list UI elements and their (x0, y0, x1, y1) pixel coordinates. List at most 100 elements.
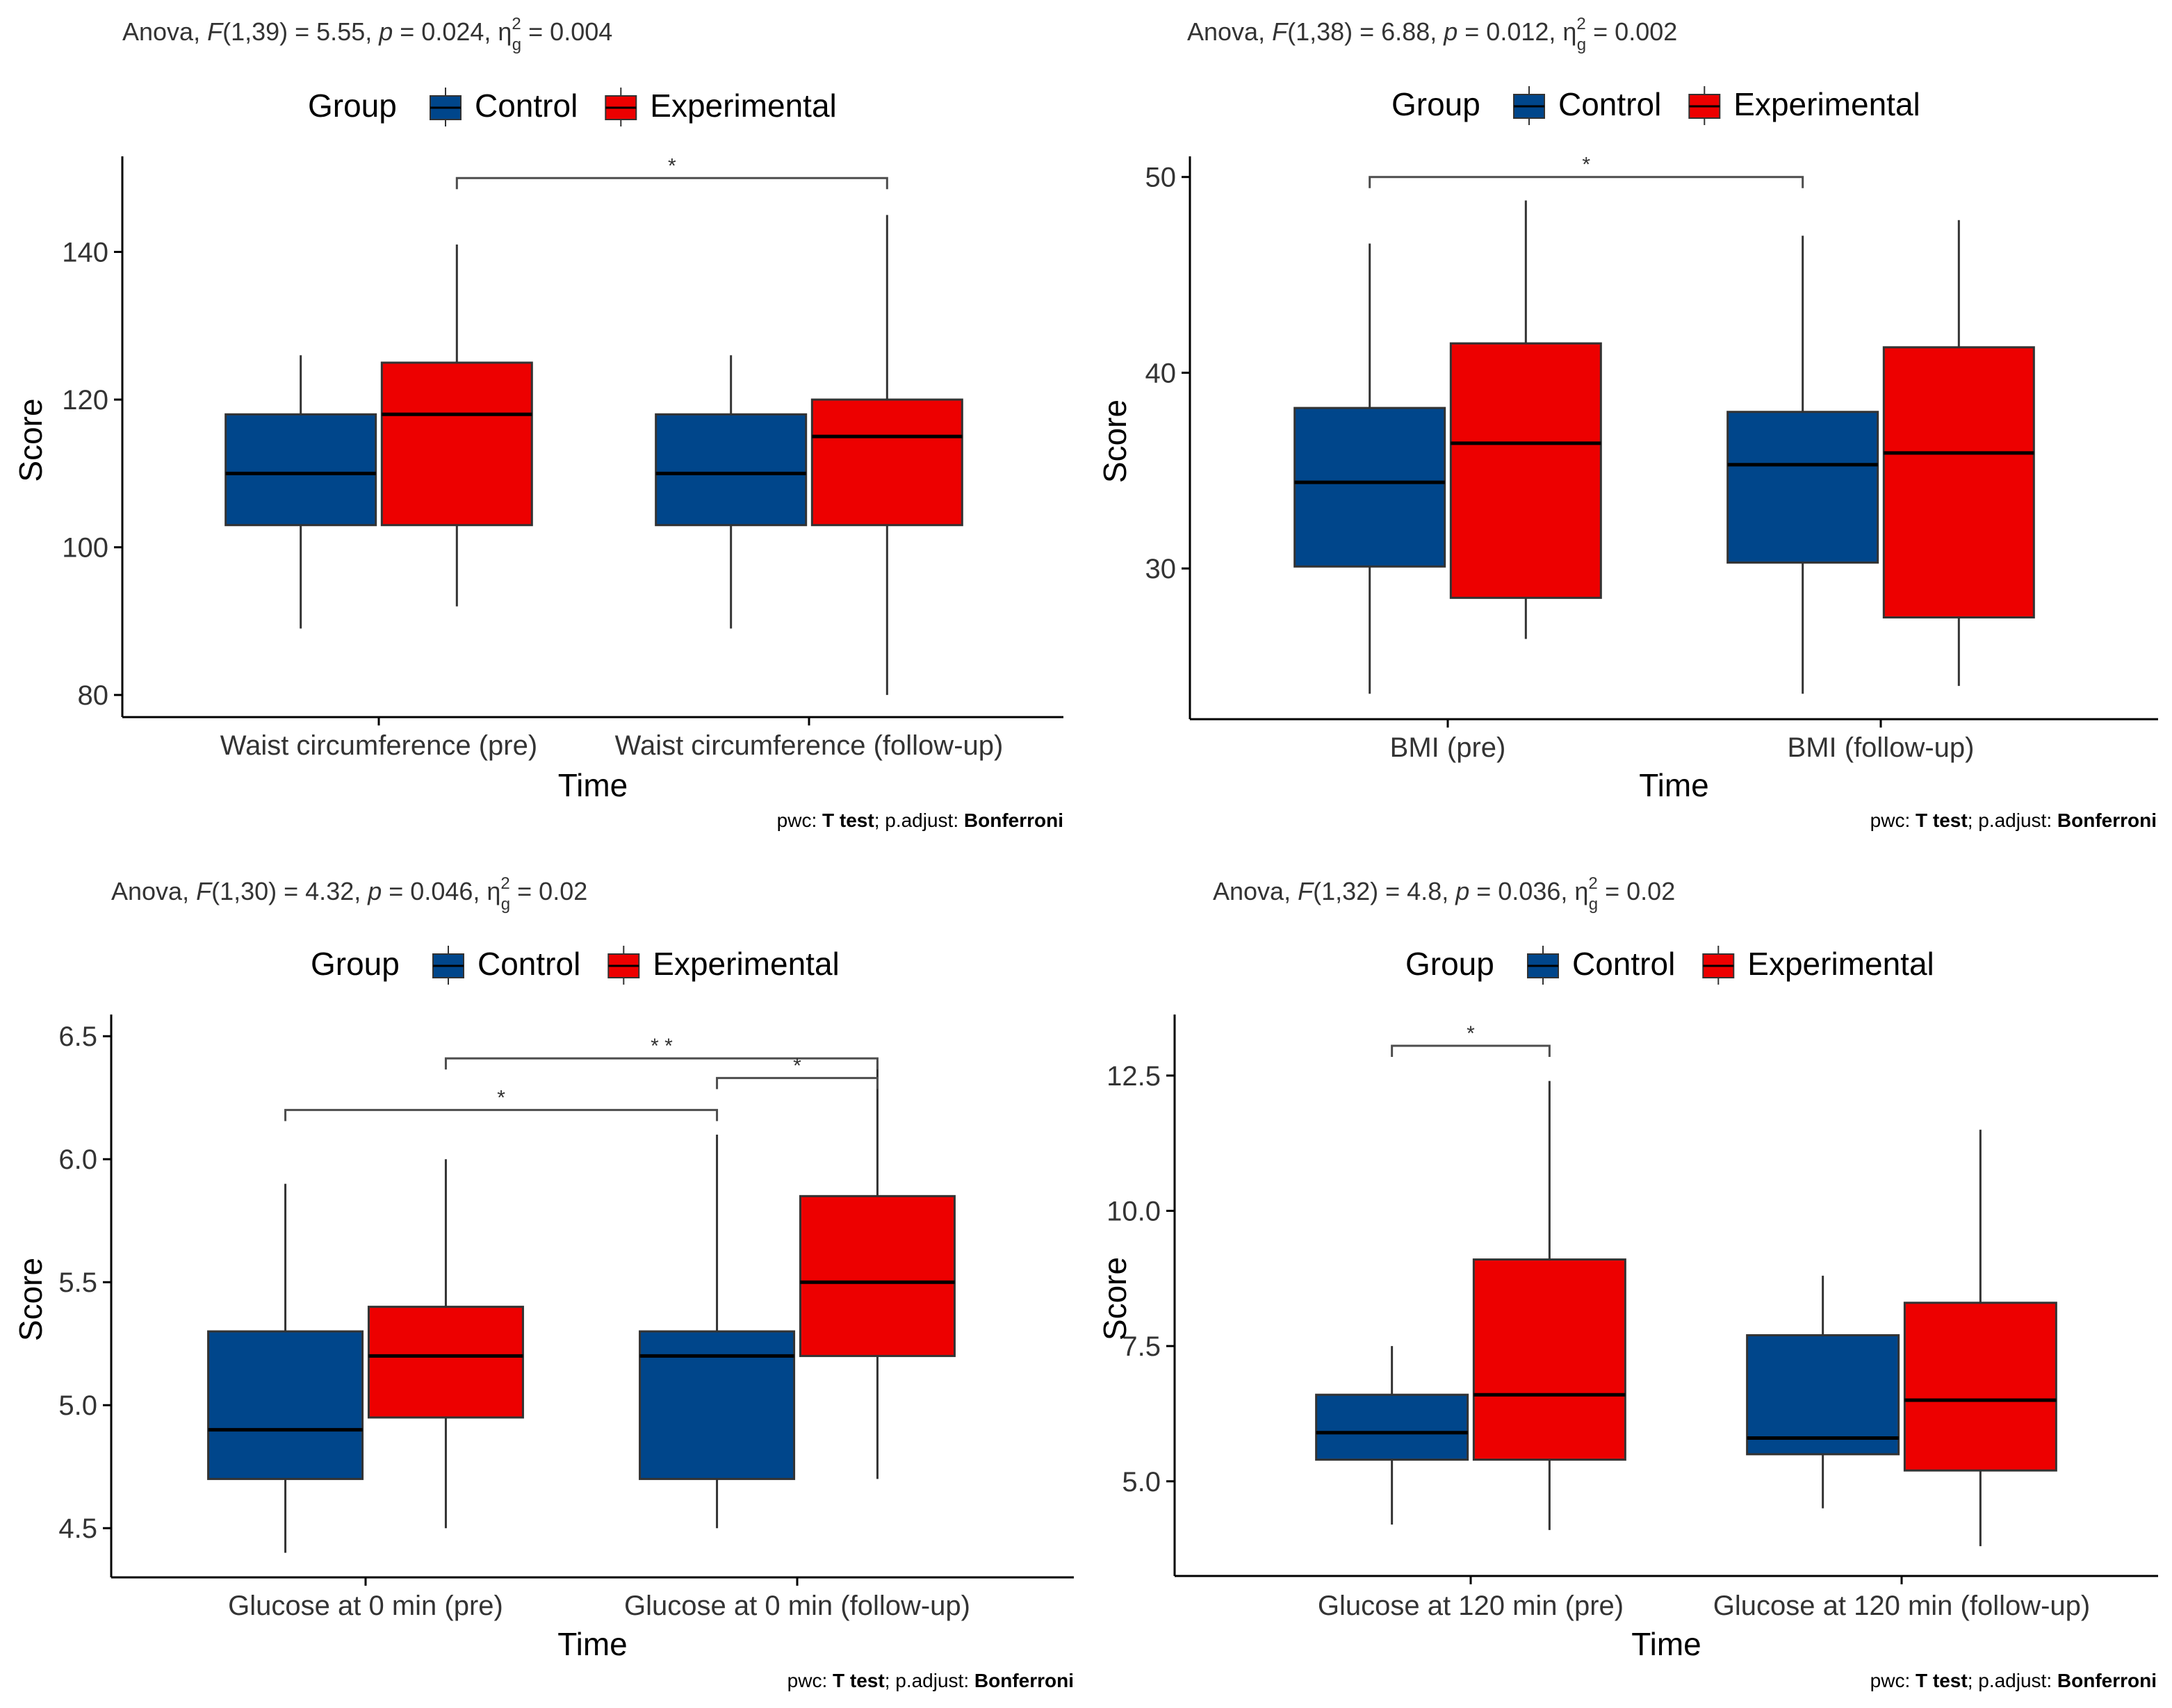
anova-subtitle: Anova, F(1,39) = 5.55, p = 0.024, η2 g = … (122, 15, 612, 54)
legend-key-control (430, 88, 462, 126)
significance-bracket-1: * (1369, 154, 1804, 188)
legend: Group Control Experimental (308, 88, 837, 126)
box-experimental-2 (1903, 1129, 2057, 1547)
y-tick-label: 4.5 (58, 1513, 97, 1544)
box-iqr (367, 1306, 524, 1419)
box-iqr (1726, 411, 1879, 564)
box-iqr (1746, 1334, 1900, 1456)
pwc-caption: pwc: T test; p.adjust: Bonferroni (1870, 810, 2157, 831)
y-tick-label: 6.0 (58, 1144, 97, 1175)
legend-label-control: Control (1558, 86, 1661, 122)
legend-title: Group (1391, 86, 1480, 122)
box-iqr (224, 413, 377, 527)
box-experimental-2 (1882, 220, 2035, 687)
y-tick-label: 5.0 (58, 1390, 97, 1421)
box-control-1 (207, 1183, 364, 1553)
box-iqr (1315, 1393, 1469, 1461)
x-tick-label: Waist circumference (pre) (220, 730, 537, 761)
box-iqr (799, 1194, 956, 1357)
legend-title: Group (1405, 946, 1494, 982)
box-control-2 (1746, 1275, 1900, 1509)
box-experimental-2 (810, 215, 963, 696)
box-iqr (1293, 407, 1446, 568)
box-iqr (1472, 1258, 1626, 1461)
box-control-1 (1293, 243, 1446, 694)
x-axis-label: Time (1639, 767, 1709, 803)
box-control-2 (655, 355, 808, 629)
x-tick-label: Glucose at 0 min (follow-up) (624, 1591, 970, 1621)
y-tick-label: 10.0 (1107, 1196, 1161, 1226)
legend-key-control (432, 946, 464, 985)
box-iqr (1449, 342, 1602, 599)
legend-title: Group (308, 88, 397, 124)
legend: Group Control Experimental (1391, 86, 1920, 125)
y-tick-label: 7.5 (1122, 1331, 1161, 1362)
significance-bracket-3: * (284, 1086, 719, 1122)
box-control-2 (639, 1134, 796, 1529)
x-axis-label: Time (558, 767, 628, 803)
x-tick-label: BMI (follow-up) (1788, 732, 1975, 763)
significance-bracket-1: * (1391, 1022, 1551, 1058)
box-iqr (1882, 346, 2035, 619)
y-tick-label: 5.0 (1122, 1467, 1161, 1497)
x-tick-label: Glucose at 120 min (follow-up) (1713, 1591, 2090, 1621)
significance-label: * (497, 1086, 505, 1109)
x-tick-label: BMI (pre) (1390, 732, 1506, 763)
y-tick-label: 5.5 (58, 1267, 97, 1298)
chart-panel-3: Anova, F(1,30) = 4.32, p = 0.046, η2 g = … (13, 874, 1074, 1691)
box-experimental-2 (799, 1060, 956, 1479)
legend: Group Control Experimental (1405, 946, 1934, 985)
legend-label-control: Control (477, 946, 580, 982)
legend-label-experimental: Experimental (653, 946, 839, 982)
box-experimental-1 (367, 1159, 524, 1529)
y-tick-label: 30 (1145, 554, 1177, 584)
box-experimental-1 (1449, 200, 1602, 639)
legend-key-control (1527, 946, 1559, 985)
anova-subtitle: Anova, F(1,32) = 4.8, p = 0.036, η2 g = 0… (1213, 874, 1675, 914)
y-tick-label: 120 (62, 385, 108, 416)
significance-bracket-1: * (455, 154, 888, 190)
significance-label: * * (651, 1035, 673, 1058)
significance-label: * (1467, 1022, 1475, 1045)
legend-key-experimental (605, 88, 637, 126)
legend-key-experimental (1702, 946, 1735, 985)
box-iqr (1903, 1301, 2057, 1472)
y-tick-label: 140 (62, 238, 108, 268)
box-control-2 (1726, 236, 1879, 694)
significance-bracket-2: * (716, 1054, 879, 1090)
y-tick-label: 50 (1145, 163, 1177, 193)
legend-title: Group (311, 946, 400, 982)
legend-label-control: Control (1572, 946, 1675, 982)
significance-label: * (793, 1054, 801, 1077)
box-iqr (639, 1330, 796, 1480)
y-axis-label: Score (13, 398, 49, 482)
box-iqr (207, 1330, 364, 1480)
legend-label-experimental: Experimental (1733, 86, 1920, 122)
legend-label-control: Control (475, 88, 578, 124)
legend-key-control (1513, 86, 1545, 125)
chart-panel-1: Anova, F(1,39) = 5.55, p = 0.024, η2 g = … (13, 15, 1063, 831)
box-iqr (380, 361, 533, 527)
x-tick-label: Waist circumference (follow-up) (615, 730, 1004, 761)
pwc-caption: pwc: T test; p.adjust: Bonferroni (777, 810, 1063, 831)
x-axis-label: Time (557, 1626, 628, 1662)
significance-label: * (668, 154, 676, 177)
y-tick-label: 80 (78, 680, 109, 711)
chart-panel-4: Anova, F(1,32) = 4.8, p = 0.036, η2 g = 0… (1097, 874, 2158, 1691)
y-tick-label: 100 (62, 533, 108, 564)
legend-label-experimental: Experimental (1747, 946, 1934, 982)
x-axis-label: Time (1631, 1626, 1701, 1662)
anova-subtitle: Anova, F(1,38) = 6.88, p = 0.012, η2 g = … (1187, 15, 1677, 54)
pwc-caption: pwc: T test; p.adjust: Bonferroni (1870, 1670, 2157, 1691)
legend-key-experimental (1688, 86, 1721, 125)
pwc-caption: pwc: T test; p.adjust: Bonferroni (787, 1670, 1074, 1691)
legend: Group Control Experimental (311, 946, 840, 985)
y-tick-label: 6.5 (58, 1021, 97, 1052)
box-experimental-1 (380, 244, 533, 607)
significance-label: * (1582, 154, 1590, 176)
chart-panel-2: Anova, F(1,38) = 6.88, p = 0.012, η2 g = … (1097, 15, 2158, 831)
significance-bracket-1: * * (444, 1035, 879, 1070)
y-tick-label: 12.5 (1107, 1061, 1161, 1092)
box-control-1 (224, 355, 377, 629)
